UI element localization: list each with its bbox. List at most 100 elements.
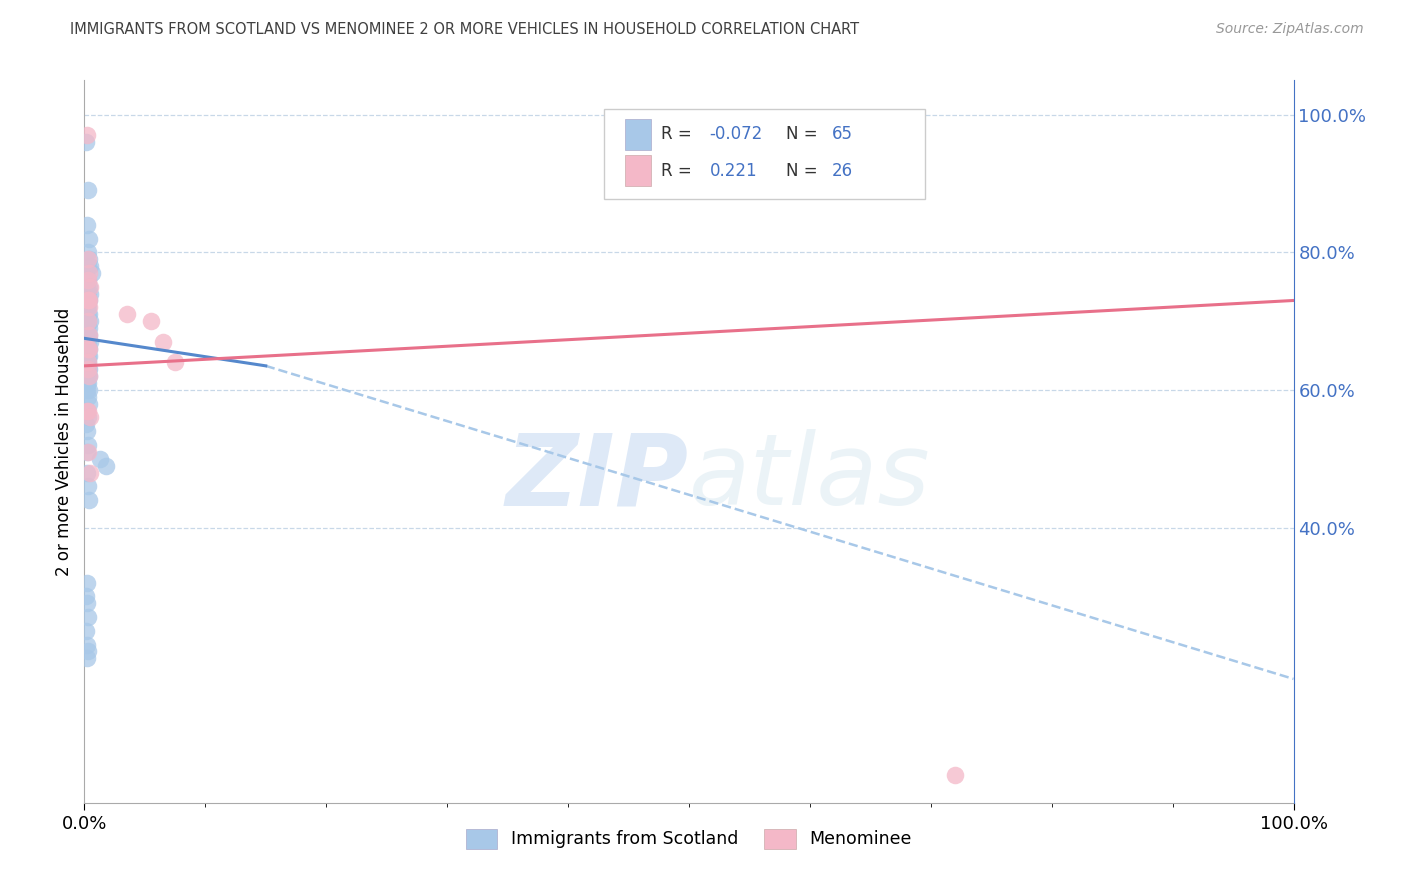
Point [77, 307, 100, 321]
Point [75, 417, 97, 432]
Point [77, 286, 100, 301]
Point [79, 314, 101, 328]
Point [79, 286, 101, 301]
Point [77, 355, 100, 369]
Point [77, 327, 100, 342]
Point [77, 266, 100, 280]
Text: 65: 65 [831, 126, 852, 144]
Point [76, 362, 98, 376]
Point [76, 128, 98, 143]
Point [77, 349, 100, 363]
Point [77, 327, 100, 342]
Point [77, 355, 100, 369]
Point [76, 445, 98, 459]
Point [77, 376, 100, 390]
Point [76, 279, 98, 293]
Text: R =: R = [661, 126, 697, 144]
Point [76, 376, 98, 390]
Point [139, 314, 162, 328]
Point [77, 342, 100, 356]
Point [77, 369, 100, 384]
Point [77, 445, 100, 459]
Point [77, 403, 100, 417]
Text: 26: 26 [831, 161, 853, 179]
Point [77, 369, 100, 384]
Point [77, 273, 100, 287]
Point [77, 293, 100, 308]
Point [77, 314, 100, 328]
Point [77, 259, 100, 273]
Point [80, 266, 103, 280]
Point [77, 390, 100, 404]
Point [77, 349, 100, 363]
Text: N =: N = [786, 161, 823, 179]
Text: atlas: atlas [689, 429, 931, 526]
Point [77, 362, 100, 376]
Point [76, 575, 98, 590]
Point [77, 314, 100, 328]
Point [152, 334, 174, 349]
Legend: Immigrants from Scotland, Menominee: Immigrants from Scotland, Menominee [458, 822, 920, 855]
Point [77, 362, 100, 376]
Point [77, 183, 100, 197]
Bar [624, 120, 651, 150]
Point [76, 218, 98, 232]
Point [76, 403, 98, 417]
Point [77, 279, 100, 293]
Point [76, 301, 98, 315]
Point [77, 293, 100, 308]
Point [94, 458, 117, 473]
Point [77, 301, 100, 315]
Point [77, 410, 100, 425]
Point [79, 279, 101, 293]
Point [77, 273, 100, 287]
Text: -0.072: -0.072 [710, 126, 762, 144]
Point [77, 342, 100, 356]
Point [75, 590, 97, 604]
Point [77, 327, 100, 342]
Text: ZIP: ZIP [506, 429, 689, 526]
Point [76, 321, 98, 335]
Point [75, 135, 97, 149]
Point [76, 273, 98, 287]
Point [76, 424, 98, 438]
Point [77, 383, 100, 397]
Point [77, 644, 100, 658]
Point [77, 321, 100, 335]
Point [77, 438, 100, 452]
Point [77, 493, 100, 508]
Point [77, 342, 100, 356]
Point [79, 259, 101, 273]
Text: Source: ZipAtlas.com: Source: ZipAtlas.com [1216, 22, 1364, 37]
Point [77, 293, 100, 308]
Point [79, 410, 101, 425]
Point [79, 466, 101, 480]
Point [89, 451, 111, 466]
Point [77, 293, 100, 308]
Point [77, 301, 100, 315]
Point [77, 479, 100, 493]
Point [79, 334, 101, 349]
Point [76, 355, 98, 369]
Point [77, 397, 100, 411]
FancyBboxPatch shape [605, 109, 925, 200]
Point [76, 342, 98, 356]
Y-axis label: 2 or more Vehicles in Household: 2 or more Vehicles in Household [55, 308, 73, 575]
Point [77, 245, 100, 260]
Point [76, 638, 98, 652]
Point [75, 624, 97, 638]
Text: N =: N = [786, 126, 823, 144]
Point [77, 252, 100, 267]
Point [76, 651, 98, 665]
Point [76, 466, 98, 480]
Point [77, 362, 100, 376]
Text: IMMIGRANTS FROM SCOTLAND VS MENOMINEE 2 OR MORE VEHICLES IN HOUSEHOLD CORRELATIO: IMMIGRANTS FROM SCOTLAND VS MENOMINEE 2 … [70, 22, 859, 37]
Point [77, 369, 100, 384]
Point [115, 307, 138, 321]
Point [77, 293, 100, 308]
Point [77, 334, 100, 349]
Point [76, 596, 98, 610]
Point [77, 307, 100, 321]
Point [77, 610, 100, 624]
Point [943, 768, 966, 782]
